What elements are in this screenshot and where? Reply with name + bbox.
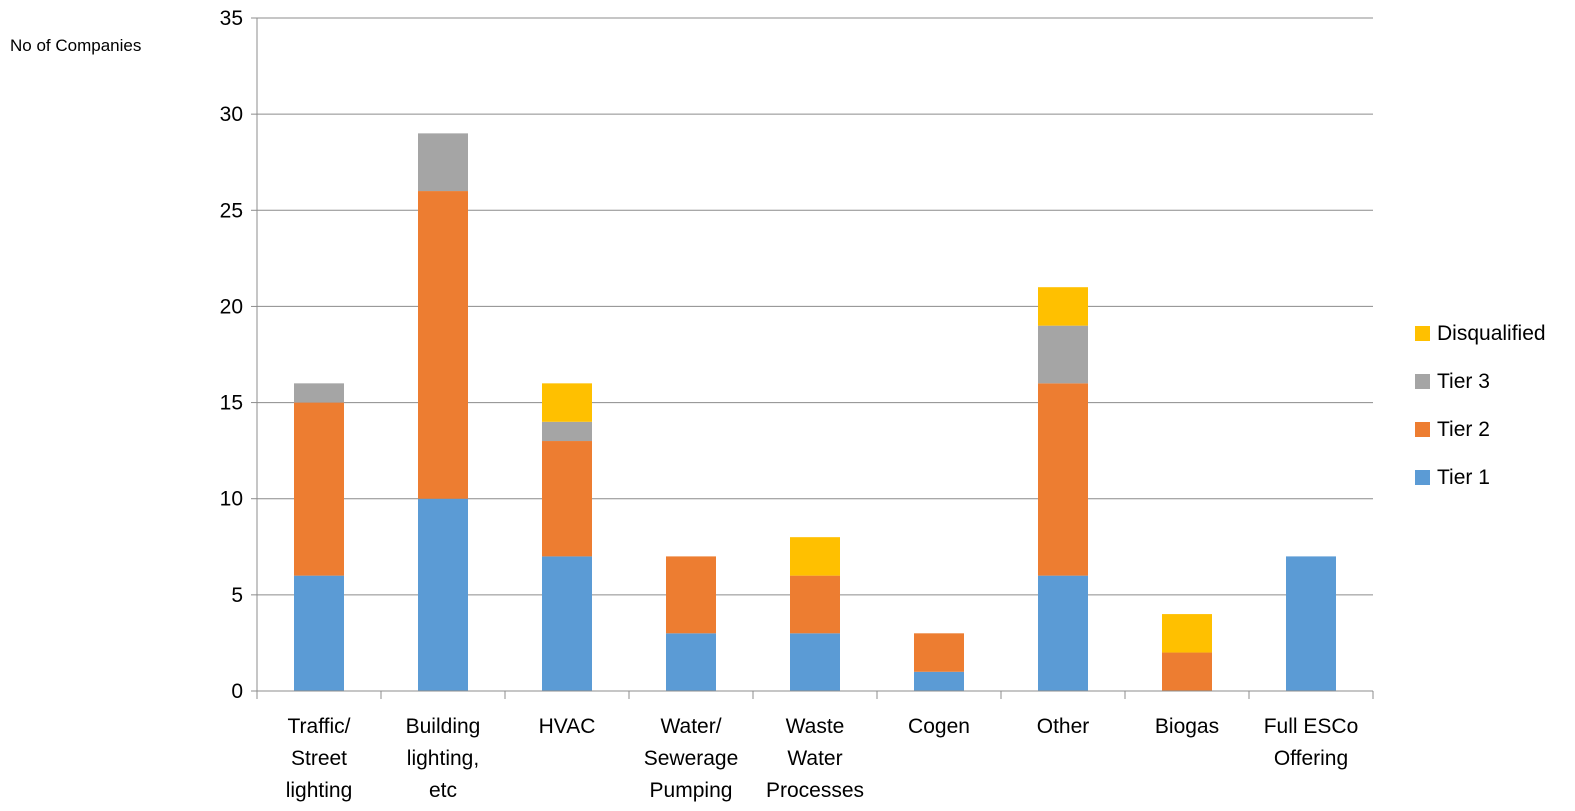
x-category-label-line: Waste xyxy=(786,715,845,738)
x-category-label: Biogas xyxy=(1155,715,1219,738)
bar-segment-tier-1 xyxy=(542,556,592,691)
legend-label: Disqualified xyxy=(1437,322,1546,345)
x-category-label-line: lighting, xyxy=(407,747,479,770)
bar-segment-disqualified xyxy=(790,537,840,576)
legend-swatch xyxy=(1415,374,1430,389)
x-category-label: Water/Sewerage Pumping xyxy=(644,715,739,802)
bars xyxy=(294,133,1336,691)
legend: Disqualified Tier 3 Tier 2 Tier 1 xyxy=(1415,322,1546,489)
legend-label: Tier 3 xyxy=(1437,370,1490,393)
legend-item: Tier 2 xyxy=(1415,418,1490,441)
bar-segment-tier-1 xyxy=(294,575,344,691)
x-category-label-line: Cogen xyxy=(908,715,970,738)
y-tick-label: 20 xyxy=(220,295,243,318)
x-category-label-line: Offering xyxy=(1274,747,1348,770)
x-category-label: Waste Water Processes xyxy=(766,715,864,802)
x-category-label-line: Full ESCo xyxy=(1264,715,1359,738)
x-category-label-line: etc xyxy=(429,779,457,802)
x-category-label-line: lighting xyxy=(286,779,353,802)
bar-segment-tier-2 xyxy=(542,441,592,557)
x-category-label-line: Street xyxy=(291,747,347,770)
x-category-label: Full ESCo Offering xyxy=(1264,715,1359,770)
legend-swatch xyxy=(1415,326,1430,341)
y-tick-label: 30 xyxy=(220,103,243,126)
bar-segment-tier-3 xyxy=(1038,325,1088,384)
bar-segment-disqualified xyxy=(1038,287,1088,326)
bar-segment-tier-2 xyxy=(418,191,468,499)
x-category-label-line: HVAC xyxy=(539,715,596,738)
x-category-label-line: Traffic/ xyxy=(287,715,350,738)
x-category-label-line: Other xyxy=(1037,715,1090,738)
bar-segment-disqualified xyxy=(542,383,592,422)
x-category-labels: Traffic/Street lighting Building lighting, e… xyxy=(286,715,1359,802)
x-category-label-line: Processes xyxy=(766,779,864,802)
y-tick-label: 0 xyxy=(231,680,243,703)
x-category-label: HVAC xyxy=(539,715,596,738)
x-category-label-line: Pumping xyxy=(650,779,733,802)
bar-segment-tier-1 xyxy=(666,633,716,691)
y-tick-label: 15 xyxy=(220,392,243,415)
legend-swatch xyxy=(1415,422,1430,437)
y-tick-label: 5 xyxy=(231,584,243,607)
y-axis-label: No of Companies xyxy=(10,36,141,55)
bar-segment-tier-2 xyxy=(914,633,964,672)
x-category-label: Other xyxy=(1037,715,1090,738)
bar-segment-disqualified xyxy=(1162,614,1212,653)
legend-label: Tier 2 xyxy=(1437,418,1490,441)
x-category-label: Building lighting, etc xyxy=(406,715,481,802)
x-category-label-line: Building xyxy=(406,715,481,738)
bar-segment-tier-2 xyxy=(790,575,840,634)
x-category-label: Cogen xyxy=(908,715,970,738)
y-tick-labels: 0 5 10 15 20 25 30 35 xyxy=(220,7,243,703)
y-tick-label: 25 xyxy=(220,199,243,222)
bar-segment-tier-2 xyxy=(294,402,344,576)
x-category-label-line: Water xyxy=(787,747,842,770)
y-tick-label: 10 xyxy=(220,488,243,511)
legend-item: Disqualified xyxy=(1415,322,1546,345)
bar-segment-tier-3 xyxy=(294,383,344,403)
bar-segment-tier-1 xyxy=(1286,556,1336,691)
legend-label: Tier 1 xyxy=(1437,466,1490,489)
bar-segment-tier-1 xyxy=(790,633,840,691)
bar-segment-tier-2 xyxy=(1038,383,1088,576)
x-category-label-line: Water/ xyxy=(660,715,721,738)
bar-segment-tier-1 xyxy=(418,498,468,691)
bar-segment-tier-3 xyxy=(418,133,468,192)
bar-segment-tier-3 xyxy=(542,421,592,442)
bar-segment-tier-1 xyxy=(1038,575,1088,691)
x-category-label: Traffic/Street lighting xyxy=(286,715,353,802)
y-tick-label: 35 xyxy=(220,7,243,30)
axes xyxy=(251,17,1374,699)
bar-segment-tier-2 xyxy=(666,556,716,634)
bar-segment-tier-2 xyxy=(1162,652,1212,691)
legend-item: Tier 1 xyxy=(1415,466,1490,489)
x-category-label-line: Sewerage xyxy=(644,747,739,770)
x-category-label-line: Biogas xyxy=(1155,715,1219,738)
legend-item: Tier 3 xyxy=(1415,370,1490,393)
bar-segment-tier-1 xyxy=(914,671,964,691)
legend-swatch xyxy=(1415,470,1430,485)
